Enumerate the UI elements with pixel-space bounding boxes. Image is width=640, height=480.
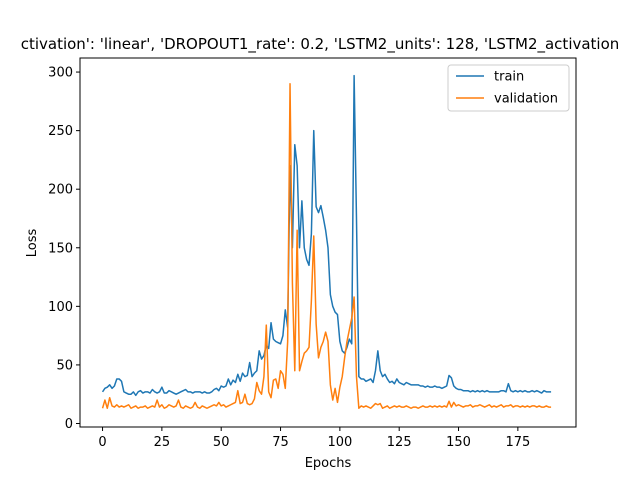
x-tick-label: 100 xyxy=(327,435,352,450)
x-tick-label: 125 xyxy=(387,435,412,450)
series-line-validation xyxy=(101,83,552,410)
axes-frame xyxy=(79,57,577,428)
y-tick-label: 150 xyxy=(48,241,73,256)
y-tick-label: 200 xyxy=(48,183,73,198)
chart-title: ctivation': 'linear', 'DROPOUT1_rate': 0… xyxy=(21,35,620,54)
y-tick-label: 0 xyxy=(65,417,73,432)
legend-label-train: train xyxy=(494,70,524,85)
legend: train validation xyxy=(447,64,570,112)
x-tick-label: 175 xyxy=(505,435,530,450)
series-line-train xyxy=(101,74,552,397)
x-tick-label: 25 xyxy=(154,435,171,450)
x-axis-label: Epochs xyxy=(305,456,352,471)
x-axis: 0 25 50 75 100 125 150 175 xyxy=(98,427,530,450)
y-axis-label: Loss xyxy=(25,229,40,258)
x-tick-label: 50 xyxy=(213,435,230,450)
y-tick-label: 50 xyxy=(56,358,73,373)
y-tick-label: 100 xyxy=(48,300,73,315)
x-tick-label: 75 xyxy=(272,435,289,450)
x-tick-label: 0 xyxy=(98,435,106,450)
x-tick-label: 150 xyxy=(446,435,471,450)
y-tick-label: 300 xyxy=(48,66,73,81)
y-axis: 0 50 100 150 200 250 300 xyxy=(48,66,80,432)
series-layer xyxy=(101,74,552,410)
y-tick-label: 250 xyxy=(48,124,73,139)
legend-label-validation: validation xyxy=(494,92,558,107)
